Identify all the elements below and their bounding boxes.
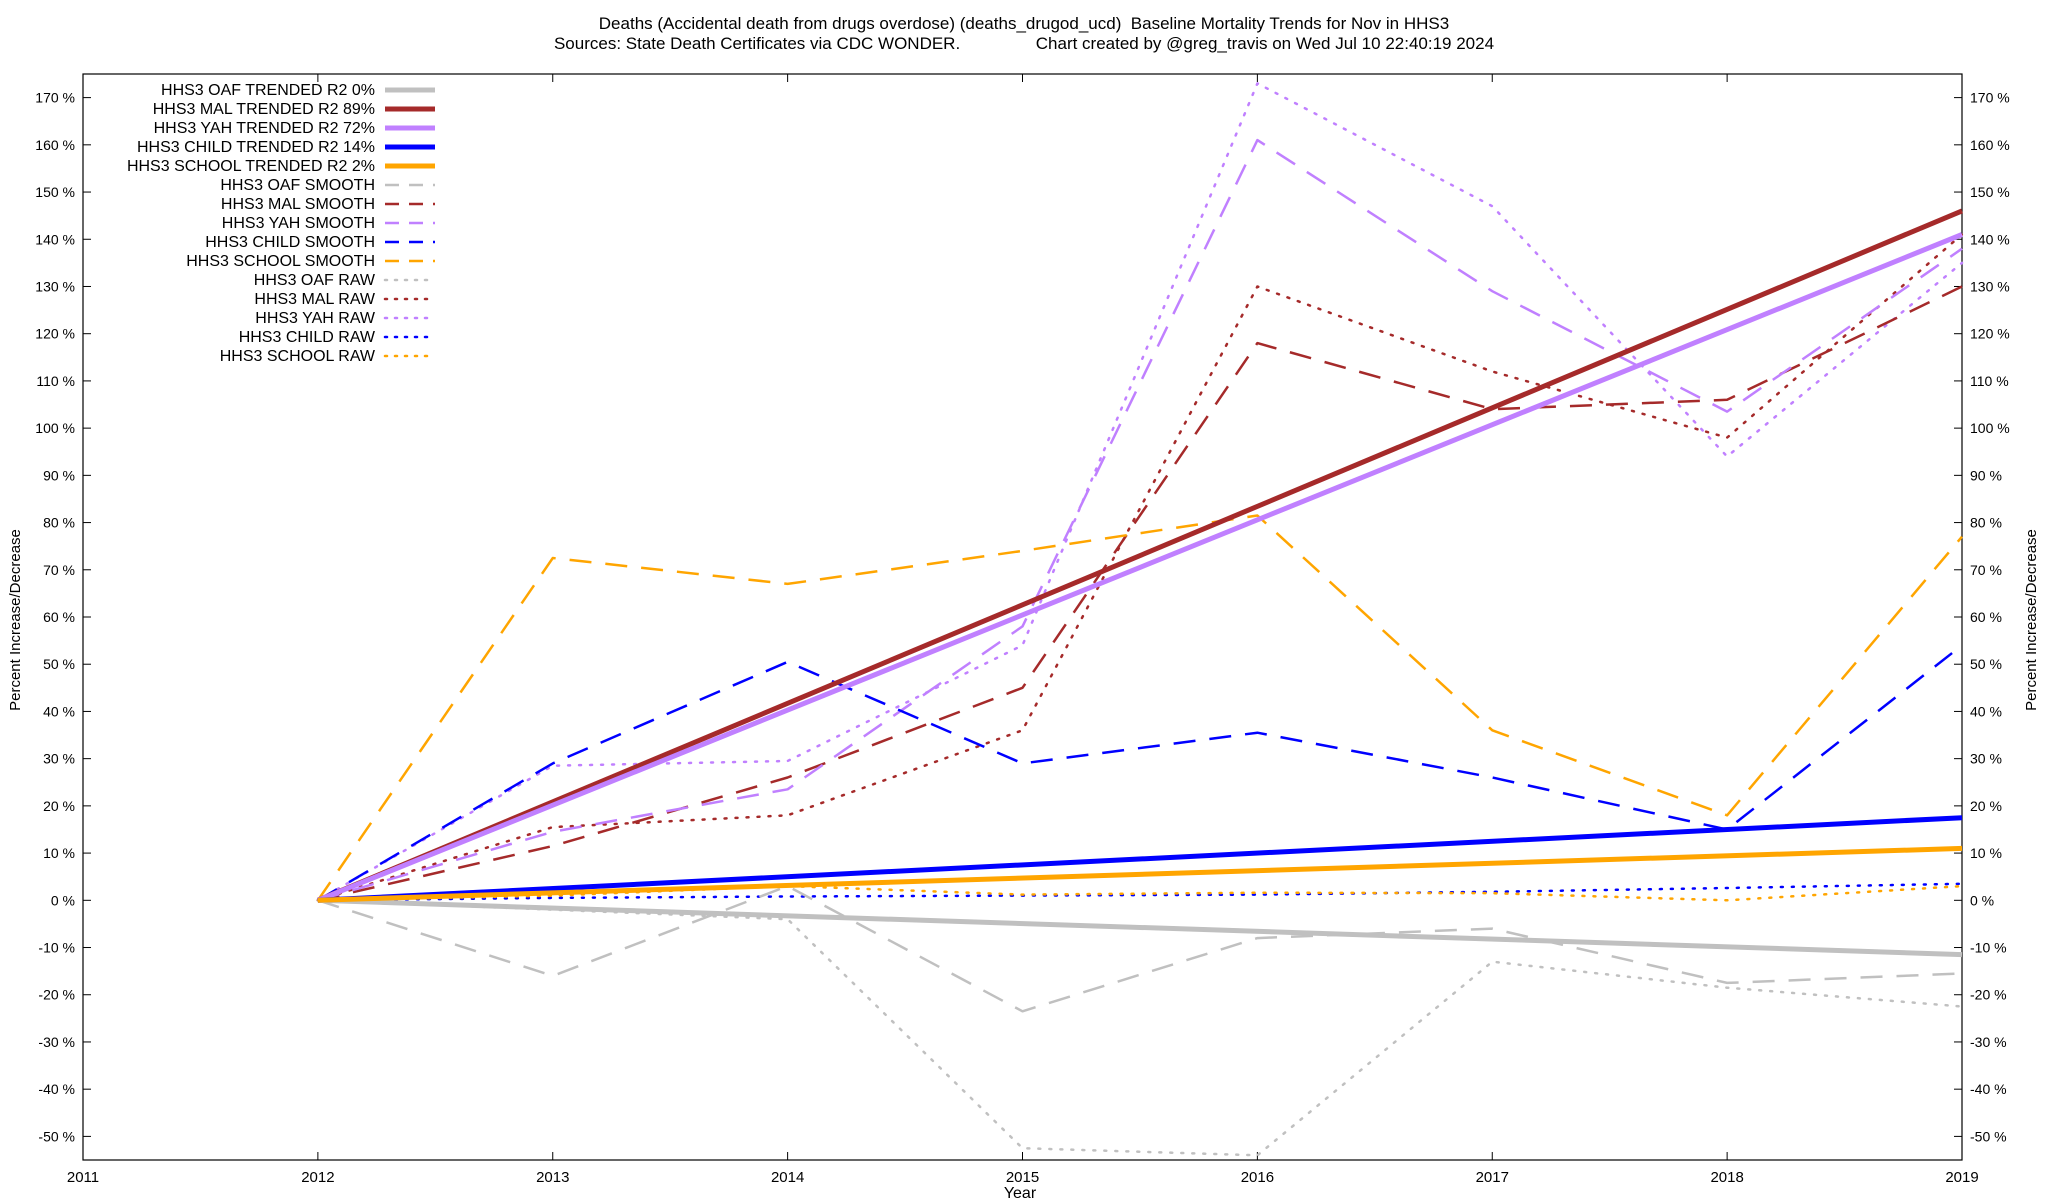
legend-label: HHS3 MAL TRENDED R2 89% bbox=[153, 101, 375, 118]
y2-tick-label: 150 % bbox=[1970, 184, 2010, 200]
y-tick-label: 60 % bbox=[43, 609, 75, 625]
legend-label: HHS3 OAF SMOOTH bbox=[220, 177, 375, 194]
y-tick-label: 50 % bbox=[43, 656, 75, 672]
series-line-child-trend bbox=[317, 815, 1963, 903]
chart-subtitle: Sources: State Death Certificates via CD… bbox=[553, 34, 1495, 53]
series-line-mal-smooth bbox=[317, 285, 1963, 902]
axes: 2011 2012 2013 2014 2015 2016 2017 2018 2019 -50 … bbox=[35, 73, 2010, 1186]
legend-label: HHS3 MAL RAW bbox=[254, 291, 376, 308]
x-tick-label: 2016 bbox=[1241, 1169, 1274, 1186]
series-line-yah-smooth bbox=[317, 138, 1963, 902]
series-line-oaf-trend bbox=[317, 897, 1963, 958]
series-line-child-smooth bbox=[317, 644, 1963, 902]
legend-label: HHS3 YAH SMOOTH bbox=[222, 215, 375, 232]
y-tick-label: 20 % bbox=[43, 798, 75, 814]
series-line-yah-trend bbox=[316, 232, 1963, 903]
y2-tick-label: 0 % bbox=[1970, 892, 1994, 908]
y-axis-label: Percent Increase/Decrease bbox=[7, 529, 24, 711]
y-tick-label: 90 % bbox=[43, 467, 75, 483]
y2-tick-label: -20 % bbox=[1970, 987, 2007, 1003]
series-line-yah-raw bbox=[316, 82, 1964, 902]
y-tick-label: 10 % bbox=[43, 845, 75, 861]
y2-tick-label: 100 % bbox=[1970, 420, 2010, 436]
legend-label: HHS3 OAF RAW bbox=[254, 272, 376, 289]
y-tick-label: -30 % bbox=[38, 1034, 75, 1050]
y2-tick-label: -50 % bbox=[1970, 1128, 2007, 1144]
y-tick-label: -20 % bbox=[38, 987, 75, 1003]
y-tick-label: 140 % bbox=[35, 231, 75, 247]
y-tick-label: -40 % bbox=[38, 1081, 75, 1097]
x-tick-label: 2015 bbox=[1006, 1169, 1039, 1186]
legend: HHS3 OAF TRENDED R2 0% HHS3 MAL TRENDED R… bbox=[127, 82, 437, 365]
x-tick-label: 2011 bbox=[67, 1169, 99, 1186]
y-tick-label: 70 % bbox=[43, 562, 75, 578]
y-tick-label: 30 % bbox=[43, 751, 75, 767]
legend-label: HHS3 CHILD SMOOTH bbox=[205, 234, 375, 251]
series-line-school-trend bbox=[317, 845, 1963, 903]
series-line-mal-trend bbox=[316, 208, 1963, 903]
y2-tick-label: 40 % bbox=[1970, 703, 2002, 719]
x-tick-label: 2019 bbox=[1945, 1169, 1978, 1186]
x-tick-label: 2017 bbox=[1476, 1169, 1509, 1186]
y-tick-label: 40 % bbox=[43, 703, 75, 719]
y2-tick-label: 160 % bbox=[1970, 137, 2010, 153]
y2-tick-label: 80 % bbox=[1970, 515, 2002, 531]
legend-label: HHS3 SCHOOL RAW bbox=[220, 348, 376, 365]
y2-tick-label: 60 % bbox=[1970, 609, 2002, 625]
x-tick-label: 2013 bbox=[536, 1169, 569, 1186]
y2-tick-label: -30 % bbox=[1970, 1034, 2007, 1050]
y-tick-label: -50 % bbox=[38, 1128, 75, 1144]
legend-label: HHS3 OAF TRENDED R2 0% bbox=[161, 82, 375, 99]
y2-tick-label: -40 % bbox=[1970, 1081, 2007, 1097]
y2-tick-label: 120 % bbox=[1970, 326, 2010, 342]
y2-tick-label: 50 % bbox=[1970, 656, 2002, 672]
series-line-oaf-raw bbox=[316, 899, 1964, 1157]
legend-label: HHS3 CHILD TRENDED R2 14% bbox=[137, 139, 375, 156]
legend-label: HHS3 YAH TRENDED R2 72% bbox=[154, 120, 375, 137]
y2-tick-label: 20 % bbox=[1970, 798, 2002, 814]
legend-label: HHS3 SCHOOL TRENDED R2 2% bbox=[127, 158, 375, 175]
legend-label: HHS3 YAH RAW bbox=[255, 310, 376, 327]
y2-axis-label: Percent Increase/Decrease bbox=[2023, 529, 2040, 711]
series-line-child-raw bbox=[316, 882, 1964, 902]
x-axis-label: Year bbox=[1004, 1185, 1037, 1200]
y-tick-label: 150 % bbox=[35, 184, 75, 200]
y2-tick-label: 130 % bbox=[1970, 278, 2010, 294]
y-tick-label: 160 % bbox=[35, 137, 75, 153]
y-tick-label: 100 % bbox=[35, 420, 75, 436]
y2-tick-label: 110 % bbox=[1970, 373, 2009, 389]
legend-label: HHS3 MAL SMOOTH bbox=[221, 196, 375, 213]
series-line-mal-raw bbox=[316, 233, 1964, 902]
chart-series bbox=[316, 82, 1964, 1157]
x-tick-label: 2018 bbox=[1710, 1169, 1743, 1186]
legend-label: HHS3 SCHOOL SMOOTH bbox=[186, 253, 375, 270]
y2-tick-label: 90 % bbox=[1970, 467, 2002, 483]
series-line-oaf-smooth bbox=[317, 884, 1963, 1013]
y-tick-label: 130 % bbox=[35, 278, 75, 294]
y-tick-label: 80 % bbox=[43, 515, 75, 531]
y-tick-label: 110 % bbox=[36, 373, 75, 389]
y2-tick-label: 140 % bbox=[1970, 231, 2010, 247]
y2-tick-label: 10 % bbox=[1970, 845, 2002, 861]
y-tick-label: -10 % bbox=[38, 940, 75, 956]
y2-tick-label: -10 % bbox=[1970, 940, 2007, 956]
x-tick-label: 2014 bbox=[771, 1169, 804, 1186]
x-tick-label: 2012 bbox=[301, 1169, 334, 1186]
y2-tick-label: 30 % bbox=[1970, 751, 2002, 767]
legend-label: HHS3 CHILD RAW bbox=[239, 329, 376, 346]
y2-tick-label: 170 % bbox=[1970, 90, 2010, 106]
y-tick-label: 170 % bbox=[35, 90, 75, 106]
y2-tick-label: 70 % bbox=[1970, 562, 2002, 578]
chart-title: Deaths (Accidental death from drugs over… bbox=[598, 14, 1450, 33]
y-tick-label: 0 % bbox=[51, 892, 75, 908]
y-tick-label: 120 % bbox=[35, 326, 75, 342]
